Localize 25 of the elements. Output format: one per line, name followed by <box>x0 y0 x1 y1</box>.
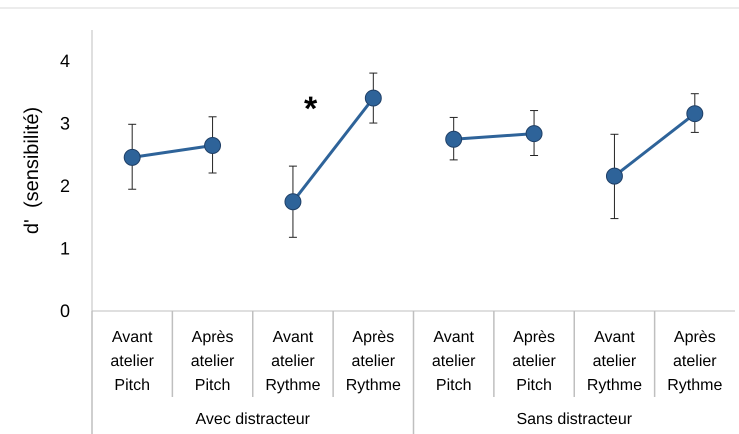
point <box>364 90 382 107</box>
point <box>686 105 704 122</box>
point <box>204 137 222 154</box>
text: Avec distracteur <box>196 411 311 428</box>
x-tick-label: Avant atelier Rythme <box>586 329 642 394</box>
x-tick-label: Avant atelier Pitch <box>110 329 155 394</box>
y-tick-label: 0 <box>60 300 70 321</box>
x-tick-label: Après atelier Rythme <box>346 329 401 394</box>
point <box>284 193 302 210</box>
x-tick-label: Après atelier Pitch <box>190 329 236 394</box>
point <box>445 130 462 148</box>
y-tick-label: 2 <box>60 176 70 196</box>
y-tick-label: 3 <box>60 113 70 134</box>
point <box>526 125 543 142</box>
x-tick-label: Avant atelier Rythme <box>265 329 321 394</box>
x-tick-label: Avant atelier Pitch <box>432 329 476 394</box>
annotation: * <box>304 90 318 128</box>
y-tick-label: 4 <box>60 50 70 71</box>
x-tick-label: Après atelier Pitch <box>512 329 557 394</box>
x-tick-label: Après atelier Rythme <box>667 329 722 394</box>
text: Sans distracteur <box>516 411 633 428</box>
y-tick-label: 1 <box>60 238 70 258</box>
point <box>124 148 141 166</box>
point <box>606 168 623 185</box>
y-axis-title: d' (sensibilité) <box>21 106 43 234</box>
